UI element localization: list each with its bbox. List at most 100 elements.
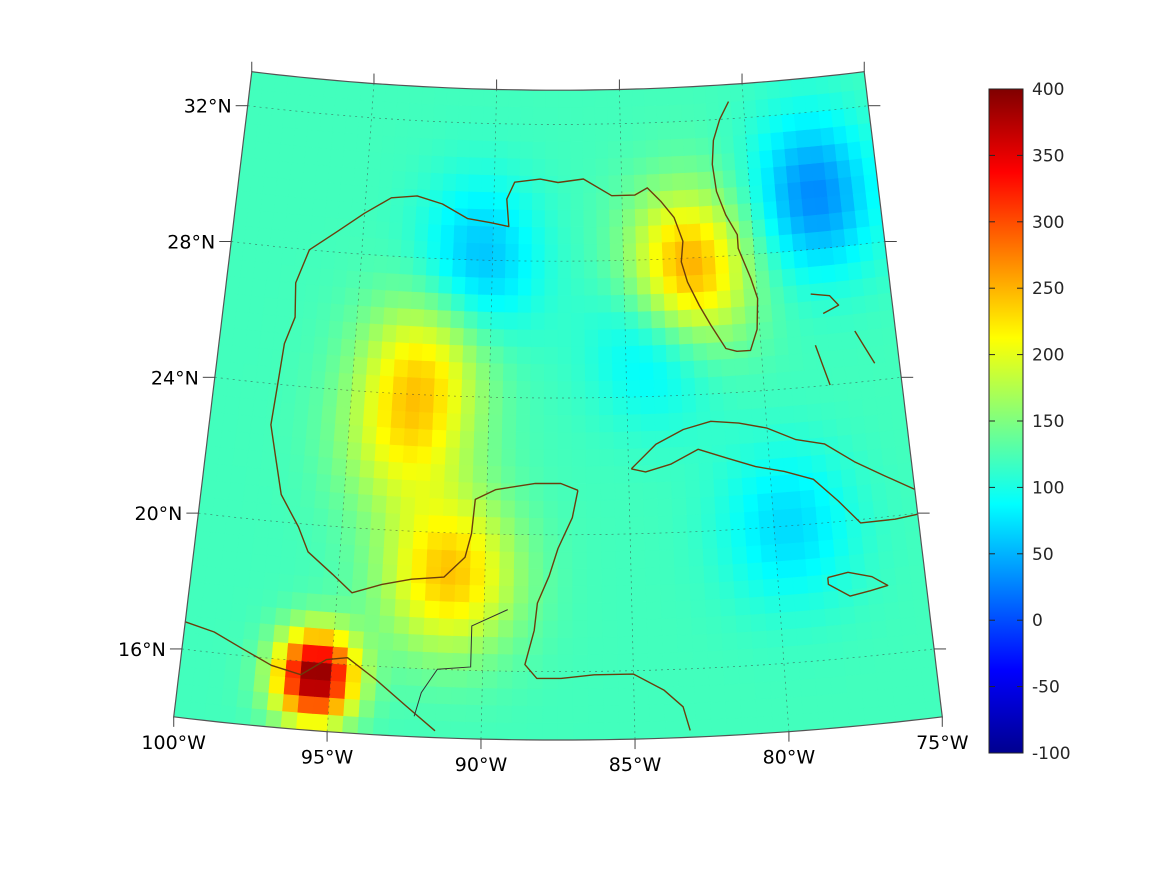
field-cell <box>688 548 705 567</box>
field-cell <box>848 157 865 177</box>
field-cell <box>602 636 619 655</box>
field-cell <box>495 106 509 125</box>
field-cell <box>682 137 697 156</box>
field-cell <box>394 598 411 618</box>
field-cell <box>873 653 892 673</box>
field-cell <box>516 380 531 399</box>
field-cell <box>282 109 298 129</box>
field-cell <box>382 323 398 343</box>
field-cell <box>557 568 574 587</box>
field-cell <box>276 297 292 318</box>
field-cell <box>631 618 648 637</box>
field-cell <box>782 284 799 304</box>
field-cell <box>333 97 349 117</box>
field-cell <box>332 268 348 288</box>
field-cell <box>875 395 892 415</box>
field-cell <box>843 106 859 126</box>
field-cell <box>721 152 736 171</box>
field-cell <box>743 510 761 530</box>
field-cell <box>367 151 382 171</box>
field-cell <box>239 655 258 675</box>
field-cell <box>572 602 589 621</box>
field-cell <box>586 499 602 518</box>
field-cell <box>437 292 453 311</box>
field-cell <box>220 309 237 329</box>
field-cell <box>384 289 400 309</box>
field-cell <box>710 427 727 446</box>
field-cell <box>810 299 827 319</box>
field-cell <box>781 267 797 287</box>
field-cell <box>440 224 455 243</box>
field-cell <box>392 632 410 652</box>
field-cell <box>572 671 589 690</box>
field-cell <box>273 74 289 94</box>
field-cell <box>412 530 429 550</box>
field-cell <box>312 507 330 527</box>
field-cell <box>502 362 518 381</box>
field-cell <box>794 266 811 286</box>
field-cell <box>799 317 815 337</box>
field-cell <box>242 483 260 503</box>
field-cell <box>854 466 872 486</box>
field-cell <box>542 619 559 638</box>
field-cell <box>655 429 671 448</box>
field-cell <box>850 174 867 194</box>
field-cell <box>457 122 472 141</box>
field-cell <box>277 418 295 438</box>
field-cell <box>341 320 358 340</box>
lat-label-28: 28°N <box>167 232 215 254</box>
field-cell <box>643 87 658 107</box>
field-cell <box>341 509 358 529</box>
field-cell <box>336 389 353 408</box>
field-cell <box>557 500 573 519</box>
field-cell <box>835 279 852 299</box>
field-cell <box>644 122 659 141</box>
lon-label-95: 95°W <box>301 747 354 769</box>
field-cell <box>313 181 329 201</box>
field-cell <box>841 210 858 230</box>
field-cell <box>863 551 881 571</box>
field-cell <box>241 363 258 383</box>
field-cell <box>489 345 505 364</box>
field-cell <box>607 123 621 142</box>
field-cell <box>587 670 604 689</box>
field-cell <box>678 326 694 345</box>
field-cell <box>501 414 517 433</box>
field-cell <box>337 372 354 391</box>
field-cell <box>528 500 545 519</box>
field-cell <box>650 293 666 312</box>
field-cell <box>355 321 371 341</box>
field-cell <box>696 410 712 430</box>
field-cell <box>483 584 500 603</box>
field-cell <box>602 619 619 638</box>
field-cell <box>511 705 528 724</box>
field-cell <box>773 525 791 545</box>
field-cell <box>777 216 793 236</box>
field-cell <box>342 715 360 735</box>
field-cell <box>411 274 427 293</box>
field-cell <box>317 627 335 647</box>
field-cell <box>264 279 281 299</box>
field-cell <box>457 498 473 517</box>
field-cell <box>485 533 501 552</box>
field-cell <box>271 641 289 661</box>
field-cell <box>396 307 412 327</box>
field-cell <box>355 510 373 530</box>
field-cell <box>230 602 248 622</box>
field-cell <box>279 263 296 283</box>
field-cell <box>388 444 405 463</box>
field-cell <box>603 721 620 740</box>
field-cell <box>830 108 846 128</box>
field-cell <box>557 551 573 570</box>
field-cell <box>485 516 502 535</box>
field-cell <box>831 520 848 540</box>
field-cell <box>200 599 218 619</box>
field-cell <box>582 123 596 142</box>
field-cell <box>639 361 655 381</box>
field-cell <box>572 722 590 740</box>
field-cell <box>609 242 624 262</box>
field-cell <box>829 91 844 111</box>
field-cell <box>474 396 490 415</box>
field-cell <box>572 585 588 604</box>
field-cell <box>877 550 896 570</box>
